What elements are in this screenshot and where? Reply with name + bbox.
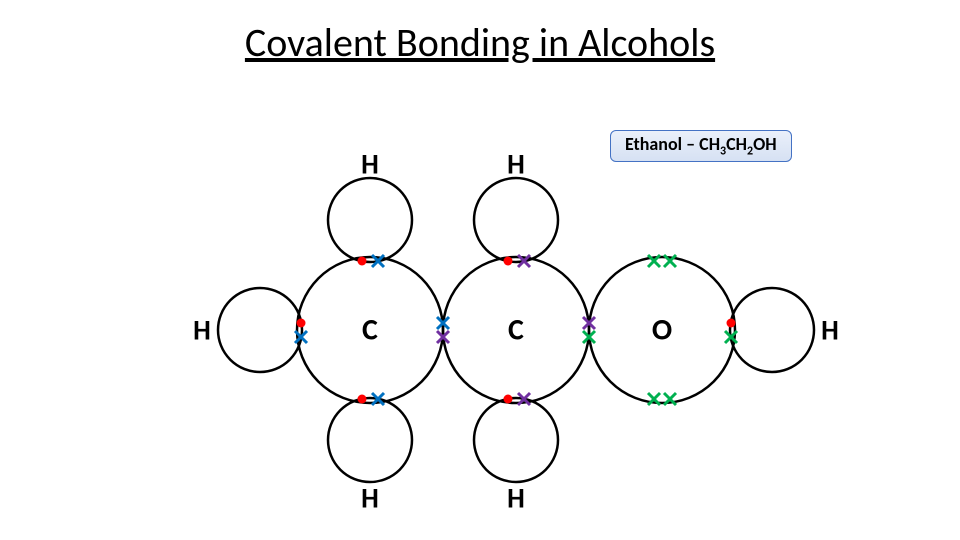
electron-dot-icon [727, 319, 736, 328]
atom-label-c1: C [362, 312, 378, 349]
electron-dot-icon [358, 257, 367, 266]
atom-label-o: O [652, 312, 672, 349]
atom-label-h-bot1: H [361, 481, 379, 516]
electron-dot-icon [504, 257, 513, 266]
atom-label-h-left: H [193, 313, 211, 348]
atom-shell-h-bot2 [474, 398, 558, 482]
atom-shell-h-top2 [474, 178, 558, 262]
atom-label-h-top2: H [507, 150, 525, 182]
electron-dot-icon [504, 395, 513, 404]
atom-shell-h-left [218, 288, 302, 372]
atom-label-c2: C [508, 312, 524, 349]
lewis-diagram: C C O H H H H H H [130, 150, 870, 520]
atom-shell-h-right [730, 288, 814, 372]
atom-label-h-bot2: H [507, 481, 525, 516]
electron-dot-icon [297, 319, 306, 328]
atom-label-h-right: H [821, 313, 839, 348]
atom-shell-h-top1 [328, 178, 412, 262]
electron-dot-icon [358, 395, 367, 404]
page-title: Covalent Bonding in Alcohols [0, 18, 960, 67]
atom-label-h-top1: H [361, 150, 379, 182]
atom-shell-h-bot1 [328, 398, 412, 482]
